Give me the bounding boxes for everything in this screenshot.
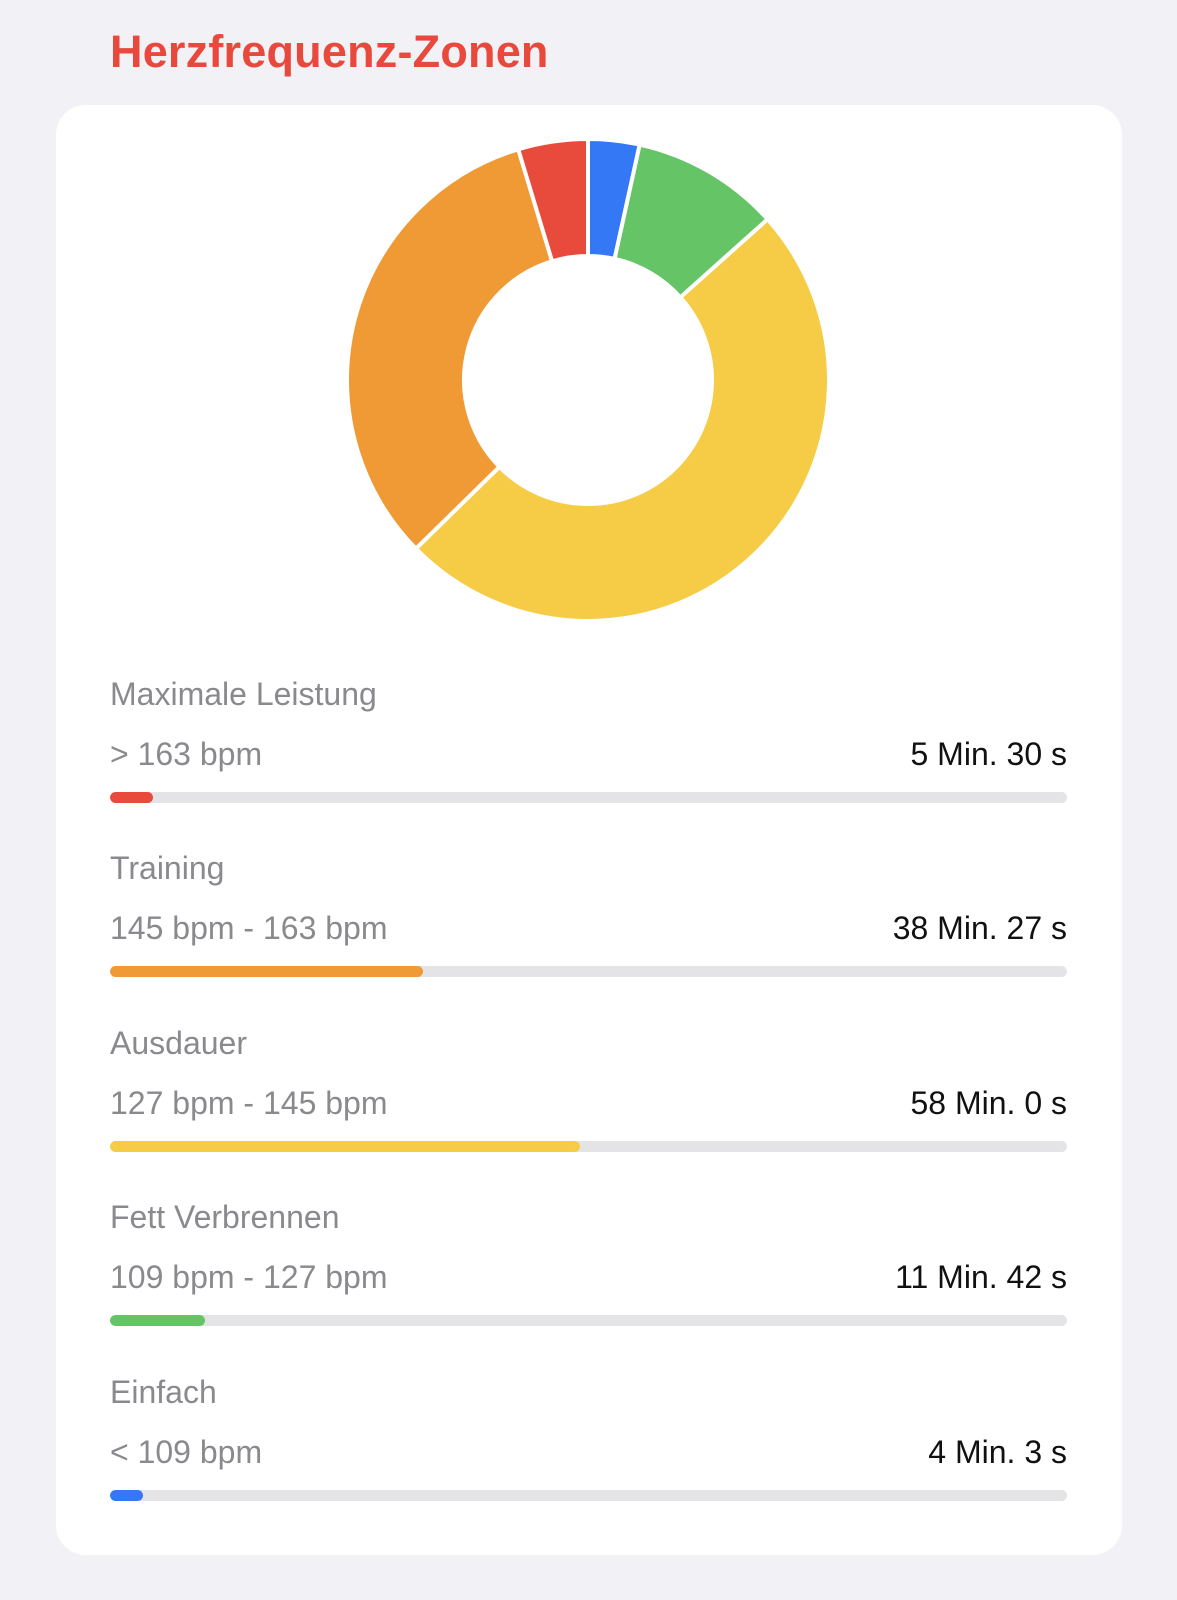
zone-duration: 4 Min. 3 s [928, 1434, 1067, 1470]
zone-duration: 11 Min. 42 s [895, 1259, 1067, 1295]
zone-row: Maximale Leistung > 163 bpm 5 Min. 30 s [110, 676, 1067, 826]
zone-progress-track [110, 966, 1067, 977]
donut-slice-ausdauer [413, 217, 831, 624]
zone-progress-fill [110, 792, 154, 803]
zone-progress-track [110, 1141, 1067, 1152]
zone-name: Training [110, 850, 225, 886]
zone-row: Training 145 bpm - 163 bpm 38 Min. 27 s [110, 850, 1067, 1000]
zone-name: Einfach [110, 1374, 217, 1410]
zone-name: Maximale Leistung [110, 676, 377, 712]
donut-slice-maximale-leistung [516, 137, 590, 264]
zones-card [56, 105, 1122, 1555]
zone-progress-fill [110, 1315, 205, 1326]
zone-duration: 58 Min. 0 s [910, 1085, 1067, 1121]
zone-name: Ausdauer [110, 1025, 247, 1061]
zone-progress-fill [110, 966, 423, 977]
zone-progress-track [110, 1315, 1067, 1326]
zone-progress-fill [110, 1490, 143, 1501]
zone-row: Ausdauer 127 bpm - 145 bpm 58 Min. 0 s [110, 1025, 1067, 1175]
section-title: Herzfrequenz-Zonen [110, 26, 549, 77]
zone-duration: 38 Min. 27 s [892, 910, 1067, 946]
zone-range: > 163 bpm [110, 736, 263, 772]
zone-progress-track [110, 792, 1067, 803]
zone-range: 127 bpm - 145 bpm [110, 1085, 388, 1121]
zone-range: 109 bpm - 127 bpm [110, 1259, 388, 1295]
zone-name: Fett Verbrennen [110, 1199, 340, 1235]
zone-range: < 109 bpm [110, 1434, 263, 1470]
zone-duration: 5 Min. 30 s [910, 736, 1067, 772]
zone-progress-fill [110, 1141, 580, 1152]
donut-slice-training [345, 147, 555, 551]
zone-row: Fett Verbrennen 109 bpm - 127 bpm 11 Min… [110, 1199, 1067, 1349]
zones-donut-chart [345, 137, 831, 624]
zone-progress-track [110, 1490, 1067, 1501]
zone-row: Einfach < 109 bpm 4 Min. 3 s [110, 1374, 1067, 1524]
zone-range: 145 bpm - 163 bpm [110, 910, 388, 946]
